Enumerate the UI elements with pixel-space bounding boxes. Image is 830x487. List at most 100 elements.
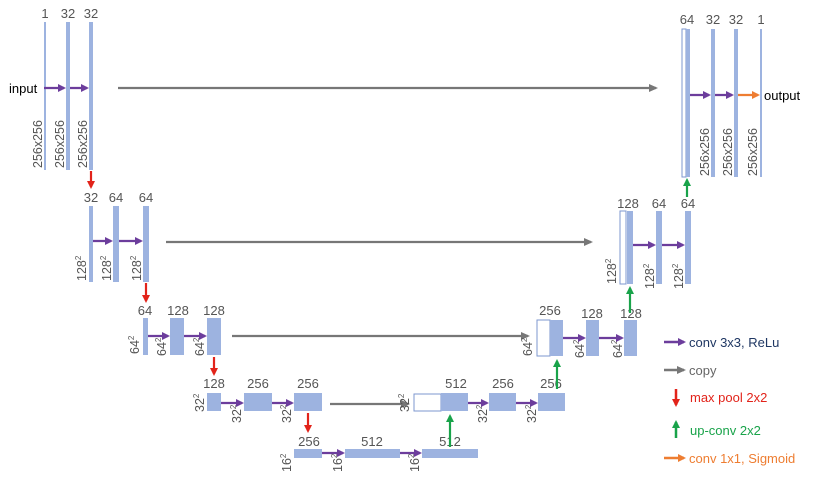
channel-label: 32 xyxy=(61,6,75,21)
output-label: output xyxy=(764,88,801,103)
input-label: input xyxy=(9,81,38,96)
size-label: 256x256 xyxy=(53,120,67,168)
size-label: 642 xyxy=(610,339,625,358)
size-label: 256x256 xyxy=(76,120,90,168)
feature-map xyxy=(624,320,637,356)
channel-label: 64 xyxy=(652,196,666,211)
copied-feature-map xyxy=(536,319,551,357)
feature-map xyxy=(294,449,322,458)
channel-label: 512 xyxy=(361,434,383,449)
level-3-encoder: 64 128 128 642 642 642 xyxy=(127,303,225,376)
channel-label: 512 xyxy=(445,376,467,391)
size-label: 642 xyxy=(192,337,207,356)
size-label: 1282 xyxy=(129,255,144,281)
size-label: 162 xyxy=(330,453,345,472)
channel-label: 256 xyxy=(540,376,562,391)
feature-map xyxy=(656,211,662,284)
size-label: 162 xyxy=(279,453,294,472)
size-label: 322 xyxy=(279,404,294,423)
size-label: 322 xyxy=(192,393,207,412)
feature-map xyxy=(345,449,400,458)
feature-map xyxy=(143,206,149,282)
channel-label: 32 xyxy=(706,12,720,27)
level-1-encoder: 1 32 32 256x256 256x256 256x256 input xyxy=(9,6,98,189)
size-label: 642 xyxy=(127,335,142,354)
legend: conv 3x3, ReLu copy max pool 2x2 up-conv… xyxy=(664,335,795,466)
size-label: 322 xyxy=(524,404,539,423)
size-label: 1282 xyxy=(642,263,657,289)
feature-map xyxy=(89,22,93,170)
size-label: 322 xyxy=(397,393,412,412)
legend-item-maxpool: max pool 2x2 xyxy=(672,389,767,407)
copied-feature-map xyxy=(413,393,442,412)
feature-map xyxy=(550,320,563,356)
legend-label: conv 3x3, ReLu xyxy=(689,335,779,350)
size-label: 256x256 xyxy=(31,120,45,168)
feature-map xyxy=(734,29,738,177)
channel-label: 128 xyxy=(581,306,603,321)
feature-map xyxy=(685,211,691,284)
size-label: 1282 xyxy=(604,258,619,284)
level-4-decoder: 512 256 256 322 322 322 xyxy=(397,359,565,423)
channel-label: 64 xyxy=(680,12,694,27)
feature-map xyxy=(207,318,221,355)
feature-map xyxy=(441,393,468,411)
channel-label: 1 xyxy=(41,6,48,21)
size-label: 642 xyxy=(520,337,535,356)
feature-map xyxy=(113,206,119,282)
channel-label: 1 xyxy=(757,12,764,27)
level-2-encoder: 32 64 64 1282 1282 1282 xyxy=(74,190,153,303)
size-label: 642 xyxy=(154,337,169,356)
feature-map xyxy=(66,22,70,170)
feature-map xyxy=(711,29,715,177)
feature-map xyxy=(244,393,272,411)
size-label: 256x256 xyxy=(746,128,760,176)
size-label: 322 xyxy=(229,404,244,423)
size-label: 1282 xyxy=(671,263,686,289)
feature-map xyxy=(760,29,762,177)
channel-label: 256 xyxy=(297,376,319,391)
level-2-decoder: 128 64 64 1282 1282 1282 xyxy=(604,178,695,289)
size-label: 256x256 xyxy=(698,128,712,176)
channel-label: 32 xyxy=(84,190,98,205)
channel-label: 64 xyxy=(681,196,695,211)
feature-map xyxy=(294,393,322,411)
feature-map xyxy=(207,393,221,411)
channel-label: 64 xyxy=(139,190,153,205)
feature-map xyxy=(627,211,633,284)
feature-map xyxy=(44,22,46,170)
copied-feature-map xyxy=(681,28,687,178)
channel-label: 128 xyxy=(167,303,189,318)
channel-label: 128 xyxy=(203,376,225,391)
legend-label: max pool 2x2 xyxy=(690,390,767,405)
legend-label: up-conv 2x2 xyxy=(690,423,761,438)
copied-feature-map xyxy=(619,210,627,285)
feature-map xyxy=(686,29,690,177)
channel-label: 256 xyxy=(492,376,514,391)
channel-label: 64 xyxy=(138,303,152,318)
feature-map xyxy=(538,393,565,411)
feature-map xyxy=(170,318,184,355)
channel-label: 32 xyxy=(84,6,98,21)
size-label: 256x256 xyxy=(721,128,735,176)
feature-map xyxy=(422,449,478,458)
size-label: 322 xyxy=(475,404,490,423)
level-3-decoder: 256 128 128 642 642 642 xyxy=(520,286,642,358)
size-label: 162 xyxy=(407,453,422,472)
legend-label: copy xyxy=(689,363,717,378)
legend-item-conv: conv 3x3, ReLu xyxy=(664,335,779,350)
channel-label: 128 xyxy=(620,306,642,321)
size-label: 642 xyxy=(572,339,587,358)
legend-item-copy: copy xyxy=(664,363,717,378)
level-1-decoder: 64 32 32 1 256x256 256x256 256x256 outpu… xyxy=(680,12,801,178)
feature-map xyxy=(586,320,599,356)
size-label: 1282 xyxy=(74,255,89,281)
level-5-bottleneck: 256 512 512 162 162 162 xyxy=(279,414,478,472)
legend-item-final: conv 1x1, Sigmoid xyxy=(664,451,795,466)
level-4-encoder: 128 256 256 322 322 322 xyxy=(192,376,322,433)
channel-label: 128 xyxy=(203,303,225,318)
feature-map xyxy=(143,318,148,355)
channel-label: 32 xyxy=(729,12,743,27)
feature-map xyxy=(489,393,516,411)
